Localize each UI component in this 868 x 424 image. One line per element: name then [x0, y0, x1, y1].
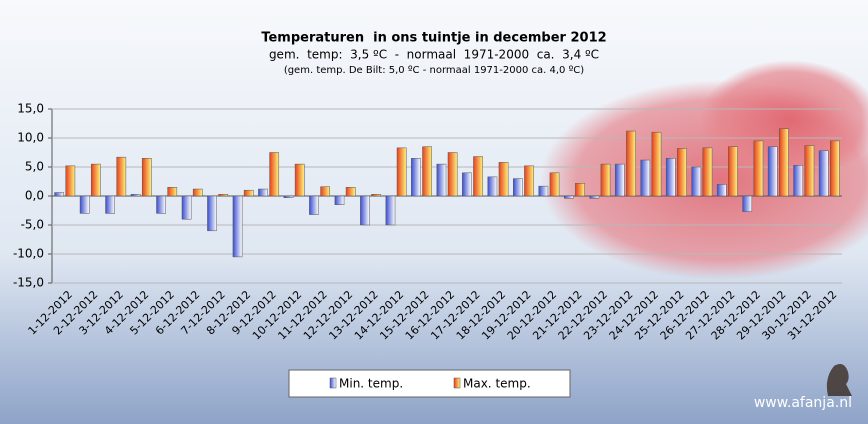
bar	[702, 147, 713, 197]
bar	[309, 195, 319, 215]
bar	[498, 162, 509, 197]
bar	[600, 163, 611, 197]
bar	[487, 176, 498, 197]
bar	[830, 140, 840, 197]
bar	[360, 195, 370, 226]
bar	[218, 194, 229, 197]
legend-swatch	[453, 377, 461, 389]
bar	[90, 163, 101, 197]
bar	[192, 188, 203, 197]
bar	[79, 195, 90, 214]
bar	[753, 140, 764, 197]
bar	[436, 163, 447, 197]
legend-label: Max. temp.	[463, 377, 531, 391]
legend-label: Min. temp.	[339, 377, 403, 391]
bar	[640, 159, 651, 197]
bar	[728, 146, 738, 197]
bar	[575, 182, 585, 197]
watermark: www.afanja.nl	[754, 395, 852, 411]
bar	[207, 195, 217, 232]
bar	[232, 195, 243, 258]
y-tick-label: -15,0	[13, 276, 44, 290]
bar	[614, 163, 625, 197]
bar	[793, 165, 804, 197]
bar	[116, 156, 127, 197]
bar	[513, 178, 523, 197]
chart-subtitle: gem. temp: 3,5 ºC - normaal 1971-2000 ca…	[269, 48, 599, 62]
bar	[626, 130, 636, 197]
bar	[294, 163, 305, 197]
bar	[447, 152, 458, 197]
bar	[141, 158, 152, 197]
y-tick-label: 10,0	[17, 131, 44, 145]
bar	[334, 195, 345, 205]
bar	[716, 184, 727, 197]
bar	[181, 195, 192, 220]
bar	[538, 185, 549, 197]
silhouette-icon	[826, 364, 852, 396]
bar	[524, 165, 534, 197]
bar	[130, 194, 141, 197]
bar	[651, 131, 662, 197]
bar	[563, 195, 574, 199]
bar	[269, 152, 280, 197]
bar	[385, 195, 396, 226]
bar	[105, 195, 115, 214]
y-tick-label: -10,0	[13, 247, 44, 261]
bar	[258, 188, 268, 197]
bar	[779, 128, 789, 197]
background-blob	[700, 60, 868, 180]
bar	[371, 194, 381, 197]
bar	[396, 147, 407, 197]
bar	[54, 192, 64, 197]
bar	[804, 145, 815, 197]
bar	[767, 146, 778, 197]
y-tick-label: 15,0	[17, 102, 44, 116]
bar	[167, 187, 178, 197]
bar	[473, 156, 483, 197]
y-tick-label: 0,0	[25, 189, 44, 203]
bar	[691, 166, 702, 197]
bar	[320, 186, 331, 197]
bar	[742, 195, 753, 212]
legend-swatch	[329, 377, 337, 389]
bar	[65, 165, 76, 197]
bar	[411, 158, 421, 197]
bar	[422, 146, 432, 197]
chart-subtitle: (gem. temp. De Bilt: 5,0 ºC - normaal 19…	[284, 65, 584, 76]
y-tick-label: -5,0	[21, 218, 44, 232]
y-tick-label: 5,0	[25, 160, 44, 174]
bar	[462, 172, 472, 197]
bar	[665, 158, 676, 197]
bar	[589, 195, 600, 199]
bar	[818, 150, 829, 197]
bar	[549, 172, 560, 197]
chart-title: Temperaturen in ons tuintje in december …	[261, 31, 606, 46]
bar	[345, 187, 356, 197]
bar	[243, 189, 254, 197]
bar	[283, 195, 294, 198]
bar	[156, 195, 166, 214]
bar	[677, 148, 687, 197]
